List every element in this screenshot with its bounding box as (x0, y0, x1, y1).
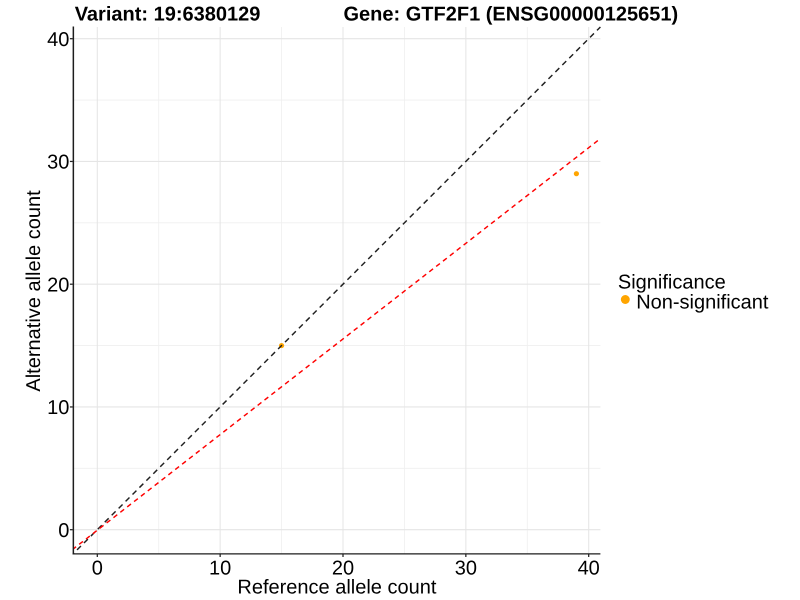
svg-text:30: 30 (47, 152, 69, 174)
svg-text:10: 10 (47, 397, 69, 419)
svg-text:0: 0 (92, 557, 103, 579)
svg-text:Gene: GTF2F1 (ENSG00000125651): Gene: GTF2F1 (ENSG00000125651) (344, 4, 679, 26)
svg-text:Significance: Significance (618, 271, 726, 293)
svg-text:40: 40 (578, 557, 600, 579)
svg-text:40: 40 (47, 29, 69, 51)
svg-text:Variant: 19:6380129: Variant: 19:6380129 (75, 4, 261, 26)
svg-text:20: 20 (47, 274, 69, 296)
svg-text:Non-significant: Non-significant (636, 291, 769, 313)
svg-text:30: 30 (455, 557, 477, 579)
svg-text:0: 0 (58, 520, 69, 542)
svg-text:Reference allele count: Reference allele count (237, 576, 436, 598)
svg-text:20: 20 (332, 557, 354, 579)
svg-text:10: 10 (209, 557, 231, 579)
svg-text:Alternative allele count: Alternative allele count (23, 190, 45, 392)
